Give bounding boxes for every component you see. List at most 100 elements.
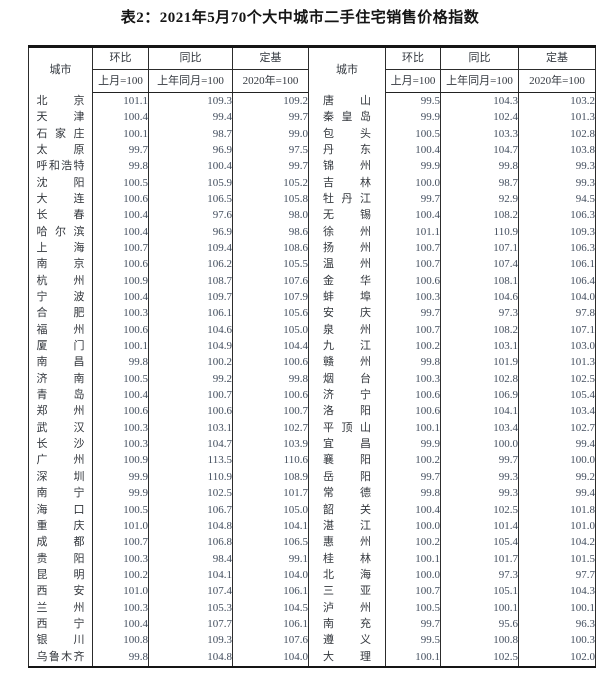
left-city-cell: 合肥	[28, 305, 93, 323]
right-city-cell: 锦州	[308, 158, 386, 175]
left-mom-cell: 99.9	[92, 485, 149, 502]
right-base-cell: 104.0	[518, 289, 596, 306]
right-base-cell: 99.4	[518, 485, 596, 502]
left-yoy-cell: 97.6	[148, 207, 233, 224]
left-base-cell: 104.4	[232, 338, 309, 355]
right-mom-cell: 100.1	[385, 420, 441, 437]
table-row: 太原 99.7 96.9 97.5 丹东 100.4 104.7 103.8	[28, 142, 596, 159]
city-name: 锦州	[323, 160, 371, 173]
left-city-cell: 北京	[28, 92, 93, 110]
right-city-cell: 牡丹江	[308, 191, 386, 208]
right-yoy-cell: 101.9	[440, 354, 519, 372]
left-mom-cell: 101.1	[92, 92, 149, 110]
right-yoy-cell: 105.4	[440, 534, 519, 551]
left-mom-cell: 100.9	[92, 273, 149, 290]
right-city-cell: 吉林	[308, 174, 386, 192]
right-mom-cell: 100.5	[385, 599, 441, 617]
left-yoy-cell: 100.7	[148, 387, 233, 404]
left-city-cell: 济南	[28, 371, 93, 388]
left-city-cell: 沈阳	[28, 174, 93, 192]
right-base-cell: 102.8	[518, 125, 596, 143]
city-name: 大连	[36, 192, 85, 205]
right-base-cell: 106.4	[518, 273, 596, 290]
left-mom-cell: 100.3	[92, 599, 149, 617]
table-row: 武汉 100.3 103.1 102.7 平顶山 100.1 103.4 102.7	[28, 420, 596, 437]
right-city-cell: 蚌埠	[308, 289, 386, 306]
left-city-cell: 南宁	[28, 485, 93, 502]
left-city-cell: 西安	[28, 583, 93, 600]
header-yoy-base-left: 上年同月=100	[148, 69, 233, 93]
city-name: 济南	[36, 372, 85, 385]
city-name: 金华	[323, 274, 371, 287]
right-yoy-cell: 97.3	[440, 305, 519, 323]
table-row: 杭州 100.9 108.7 107.6 金华 100.6 108.1 106.4	[28, 273, 596, 290]
table-row: 南京 100.6 106.2 105.5 温州 100.7 107.4 106.1	[28, 256, 596, 274]
city-name: 赣州	[323, 356, 371, 369]
left-city-cell: 兰州	[28, 599, 93, 617]
table-row: 南昌 99.8 100.2 100.6 赣州 99.8 101.9 101.3	[28, 354, 596, 372]
left-base-cell: 104.5	[232, 599, 309, 617]
left-yoy-cell: 108.7	[148, 273, 233, 290]
left-yoy-cell: 107.7	[148, 616, 233, 633]
left-mom-cell: 100.4	[92, 207, 149, 224]
left-yoy-cell: 109.7	[148, 289, 233, 306]
left-mom-cell: 100.4	[92, 387, 149, 404]
left-base-cell: 105.0	[232, 322, 309, 339]
left-base-cell: 99.1	[232, 550, 309, 568]
right-mom-cell: 100.5	[385, 125, 441, 143]
left-city-cell: 呼和浩特	[28, 158, 93, 175]
right-mom-cell: 100.3	[385, 289, 441, 306]
right-mom-cell: 99.9	[385, 109, 441, 126]
city-name: 洛阳	[323, 405, 371, 418]
left-yoy-cell: 107.4	[148, 583, 233, 600]
right-city-cell: 丹东	[308, 142, 386, 159]
left-yoy-cell: 106.8	[148, 534, 233, 551]
left-base-cell: 104.1	[232, 518, 309, 535]
left-yoy-cell: 109.3	[148, 92, 233, 110]
right-yoy-cell: 103.1	[440, 338, 519, 355]
right-yoy-cell: 92.9	[440, 191, 519, 208]
left-city-cell: 哈尔滨	[28, 224, 93, 241]
right-base-cell: 105.4	[518, 387, 596, 404]
left-base-cell: 97.5	[232, 142, 309, 159]
right-base-cell: 94.5	[518, 191, 596, 208]
right-mom-cell: 100.7	[385, 322, 441, 339]
right-city-cell: 烟台	[308, 371, 386, 388]
right-base-cell: 103.8	[518, 142, 596, 159]
city-name: 沈阳	[36, 176, 85, 189]
right-mom-cell: 100.0	[385, 174, 441, 192]
city-name: 牡丹江	[323, 192, 371, 205]
city-name: 北海	[323, 568, 371, 581]
city-name: 海口	[36, 503, 85, 516]
table-row: 合肥 100.3 106.1 105.6 安庆 99.7 97.3 97.8	[28, 305, 596, 323]
right-yoy-cell: 98.7	[440, 174, 519, 192]
left-mom-cell: 99.9	[92, 469, 149, 486]
right-city-cell: 平顶山	[308, 420, 386, 437]
left-city-cell: 长沙	[28, 436, 93, 453]
left-base-cell: 106.1	[232, 583, 309, 600]
left-base-cell: 98.6	[232, 224, 309, 241]
left-yoy-cell: 105.3	[148, 599, 233, 617]
left-city-cell: 石家庄	[28, 125, 93, 143]
city-name: 徐州	[323, 225, 371, 238]
header-fixed-left: 定基	[232, 46, 309, 70]
left-mom-cell: 100.5	[92, 174, 149, 192]
table-row: 天津 100.4 99.4 99.7 秦皇岛 99.9 102.4 101.3	[28, 109, 596, 126]
left-city-cell: 深圳	[28, 469, 93, 486]
city-name: 无锡	[323, 209, 371, 222]
right-yoy-cell: 105.1	[440, 583, 519, 600]
city-name: 扬州	[323, 242, 371, 255]
right-mom-cell: 99.7	[385, 191, 441, 208]
right-mom-cell: 100.7	[385, 240, 441, 257]
left-city-cell: 太原	[28, 142, 93, 159]
left-yoy-cell: 96.9	[148, 142, 233, 159]
left-yoy-cell: 104.7	[148, 436, 233, 453]
right-mom-cell: 100.0	[385, 567, 441, 584]
right-mom-cell: 100.3	[385, 371, 441, 388]
right-yoy-cell: 95.6	[440, 616, 519, 633]
right-base-cell: 106.1	[518, 256, 596, 274]
right-yoy-cell: 102.4	[440, 109, 519, 126]
left-mom-cell: 100.4	[92, 109, 149, 126]
left-city-cell: 南昌	[28, 354, 93, 372]
